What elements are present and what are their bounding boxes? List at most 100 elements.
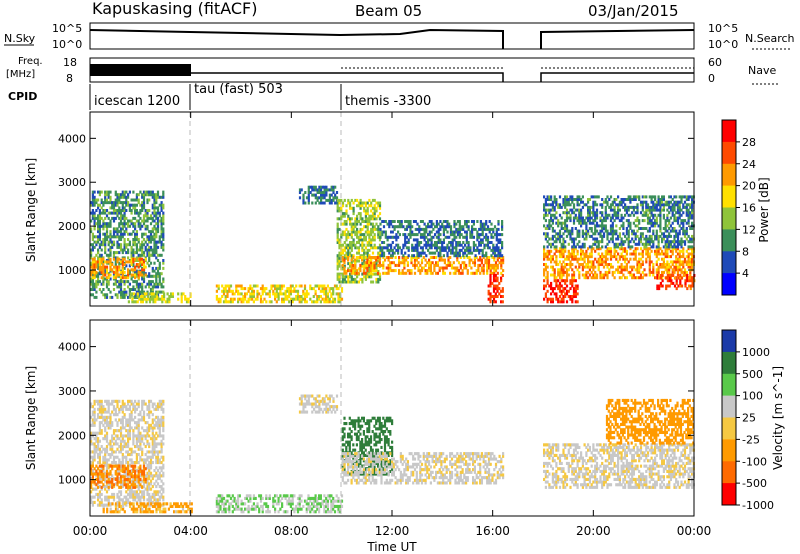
- range-cell: [127, 243, 130, 247]
- range-cell: [109, 240, 112, 244]
- range-cell: [128, 282, 131, 286]
- range-cell: [128, 232, 131, 236]
- range-cell: [451, 248, 454, 252]
- range-cell: [100, 445, 103, 449]
- range-cell: [594, 216, 597, 220]
- range-cell: [97, 264, 100, 268]
- range-cell: [416, 246, 419, 250]
- range-cell: [343, 264, 346, 268]
- range-cell: [307, 185, 310, 189]
- range-cell: [580, 263, 583, 266]
- range-cell: [146, 274, 149, 278]
- range-cell: [98, 232, 101, 236]
- range-cell: [567, 232, 570, 236]
- range-cell: [293, 287, 296, 291]
- range-cell: [369, 263, 373, 267]
- range-cell: [116, 437, 119, 441]
- range-cell: [144, 257, 147, 261]
- range-cell: [415, 258, 418, 262]
- range-cell: [318, 185, 321, 189]
- range-cell: [155, 240, 158, 244]
- range-cell: [112, 240, 116, 244]
- range-cell: [555, 295, 558, 298]
- range-cell: [636, 211, 639, 215]
- range-cell: [111, 235, 114, 239]
- range-cell: [293, 297, 296, 301]
- range-cell: [447, 258, 450, 262]
- range-cell: [550, 195, 553, 199]
- range-cell: [433, 269, 436, 273]
- range-cell: [689, 260, 692, 264]
- range-cell: [104, 399, 107, 403]
- range-cell: [226, 289, 229, 293]
- range-cell: [672, 274, 675, 277]
- range-cell: [332, 287, 335, 291]
- range-cell: [104, 415, 107, 419]
- range-cell: [641, 252, 644, 256]
- range-cell: [650, 237, 653, 241]
- range-cell: [116, 399, 119, 403]
- range-cell: [449, 256, 452, 259]
- range-cell: [146, 201, 149, 205]
- range-cell: [97, 445, 100, 449]
- range-cell: [316, 284, 319, 288]
- range-cell: [583, 221, 586, 225]
- range-cell: [343, 254, 346, 258]
- range-cell: [338, 209, 341, 213]
- range-cell: [105, 399, 109, 403]
- range-cell: [381, 220, 384, 223]
- range-cell: [571, 227, 574, 230]
- range-cell: [578, 270, 581, 274]
- range-cell: [433, 263, 436, 267]
- range-cell: [657, 247, 660, 251]
- range-cell: [98, 238, 101, 241]
- range-cell: [632, 249, 635, 253]
- range-cell: [629, 213, 632, 217]
- range-cell: [152, 292, 155, 296]
- range-cell: [156, 190, 160, 194]
- range-cell: [675, 245, 678, 249]
- range-cell: [375, 262, 378, 266]
- range-cell: [141, 282, 144, 286]
- range-cell: [604, 208, 607, 212]
- range-cell: [553, 260, 556, 264]
- range-cell: [553, 200, 556, 204]
- range-cell: [154, 300, 157, 304]
- range-cell: [123, 248, 126, 252]
- range-cell: [132, 251, 135, 255]
- range-cell: [555, 203, 558, 207]
- range-cell: [345, 280, 348, 284]
- range-cell: [343, 256, 346, 260]
- range-cell: [501, 289, 504, 293]
- range-cell: [669, 255, 672, 259]
- range-cell: [386, 238, 389, 242]
- range-cell: [349, 220, 352, 223]
- range-cell: [491, 295, 494, 298]
- range-cell: [155, 201, 158, 205]
- range-cell: [340, 297, 344, 301]
- range-cell: [274, 295, 277, 298]
- range-cell: [678, 249, 681, 253]
- range-cell: [657, 208, 660, 212]
- range-cell: [95, 282, 98, 286]
- range-cell: [303, 292, 307, 296]
- range-cell: [160, 272, 163, 276]
- range-cell: [592, 208, 595, 212]
- range-cell: [687, 221, 690, 225]
- range-cell: [354, 217, 357, 221]
- range-cell: [368, 254, 371, 258]
- range-cell: [153, 253, 156, 257]
- range-cell: [583, 219, 586, 223]
- range-cell: [580, 211, 583, 215]
- range-cell: [305, 292, 308, 296]
- range-cell: [459, 263, 462, 267]
- range-cell: [121, 222, 124, 226]
- range-cell: [387, 258, 390, 262]
- range-cell: [377, 227, 380, 231]
- range-cell: [105, 437, 109, 441]
- range-cell: [151, 290, 154, 294]
- range-cell: [303, 297, 307, 301]
- range-cell: [98, 265, 101, 269]
- range-cell: [349, 201, 352, 205]
- range-cell: [551, 237, 554, 241]
